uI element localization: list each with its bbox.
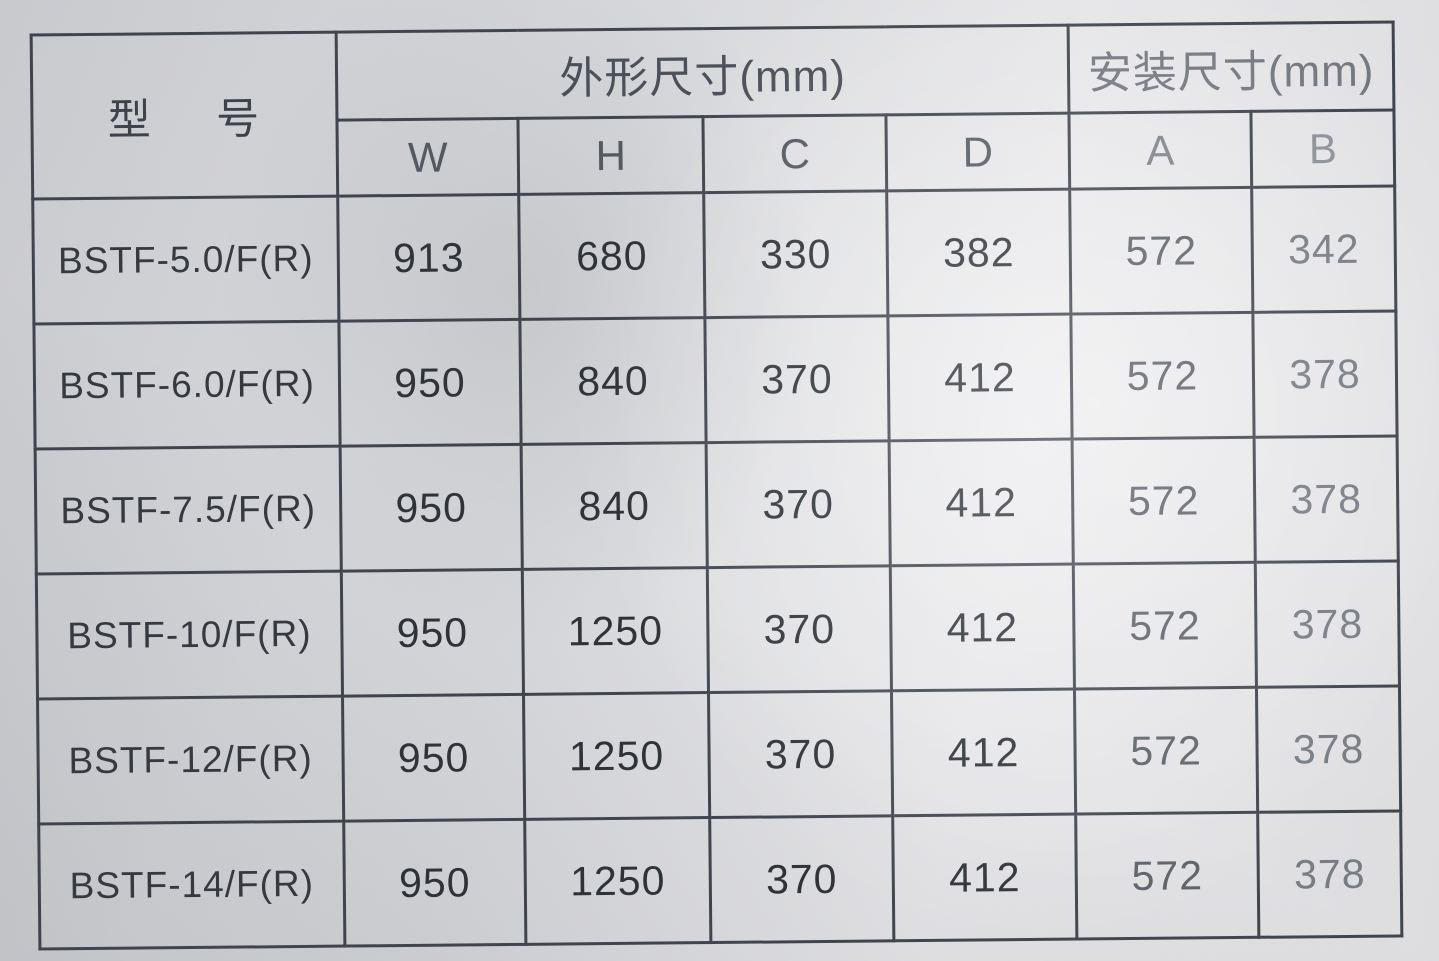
- table-row: BSTF-6.0/F(R) 950 840 370 412 572 378: [33, 310, 1398, 450]
- model-cell: BSTF-7.5/F(R): [35, 446, 342, 575]
- value-cell-b: 342: [1251, 185, 1396, 313]
- table-row: BSTF-14/F(R) 950 1250 370 412 572 378: [38, 810, 1402, 950]
- value-cell-c: 370: [708, 690, 893, 818]
- value-cell-d: 412: [891, 689, 1076, 816]
- value-cell-d: 412: [889, 439, 1074, 566]
- dimension-spec-table-photo: 型 号 外形尺寸(mm) 安装尺寸(mm) W H C D A B BSTF-5…: [30, 20, 1404, 950]
- value-cell-a: 572: [1072, 437, 1256, 565]
- model-cell: BSTF-14/F(R): [38, 821, 345, 950]
- header-outline-dimensions: 外形尺寸(mm): [336, 25, 1069, 121]
- value-cell-w: 950: [340, 444, 523, 572]
- value-cell-b: 378: [1257, 810, 1402, 938]
- value-cell-h: 1250: [524, 817, 711, 945]
- model-cell: BSTF-10/F(R): [36, 571, 343, 700]
- value-cell-c: 370: [709, 815, 894, 943]
- table-header-group-row: 型 号 外形尺寸(mm) 安装尺寸(mm): [31, 21, 1394, 200]
- value-cell-d: 412: [887, 314, 1073, 441]
- value-cell-w: 950: [338, 319, 522, 447]
- value-cell-h: 680: [518, 192, 705, 320]
- value-cell-c: 370: [706, 440, 891, 568]
- header-model: 型 号: [31, 32, 338, 200]
- value-cell-b: 378: [1254, 435, 1399, 563]
- table-row: BSTF-10/F(R) 950 1250 370 412 572 378: [36, 560, 1400, 700]
- value-cell-w: 913: [337, 194, 520, 322]
- value-cell-w: 950: [342, 694, 525, 822]
- spec-table: 型 号 外形尺寸(mm) 安装尺寸(mm) W H C D A B BSTF-5…: [30, 20, 1404, 950]
- subheader-b: B: [1250, 109, 1395, 188]
- value-cell-a: 572: [1074, 687, 1258, 815]
- value-cell-b: 378: [1255, 560, 1400, 688]
- table-row: BSTF-12/F(R) 950 1250 370 412 572 378: [37, 685, 1401, 825]
- value-cell-h: 1250: [522, 567, 709, 695]
- subheader-c: C: [702, 114, 887, 193]
- header-installation-dimensions: 安装尺寸(mm): [1068, 21, 1394, 114]
- table-row: BSTF-5.0/F(R) 913 680 330 382 572 342: [32, 185, 1396, 325]
- model-cell: BSTF-5.0/F(R): [32, 196, 339, 325]
- value-cell-h: 840: [521, 442, 708, 570]
- value-cell-a: 572: [1075, 812, 1259, 940]
- subheader-h: H: [517, 116, 704, 195]
- value-cell-b: 378: [1256, 685, 1401, 813]
- value-cell-h: 840: [519, 317, 707, 445]
- value-cell-b: 378: [1252, 310, 1398, 438]
- value-cell-c: 370: [704, 315, 890, 443]
- value-cell-a: 572: [1073, 562, 1257, 690]
- subheader-w: W: [336, 118, 519, 197]
- model-cell: BSTF-12/F(R): [37, 696, 344, 825]
- subheader-a: A: [1068, 111, 1252, 190]
- value-cell-c: 370: [707, 565, 892, 693]
- value-cell-d: 382: [886, 189, 1071, 316]
- value-cell-w: 950: [341, 569, 524, 697]
- value-cell-d: 412: [890, 564, 1075, 691]
- value-cell-h: 1250: [523, 692, 710, 820]
- model-cell: BSTF-6.0/F(R): [33, 321, 341, 450]
- value-cell-d: 412: [892, 814, 1077, 941]
- table-row: BSTF-7.5/F(R) 950 840 370 412 572 378: [35, 435, 1399, 575]
- value-cell-w: 950: [343, 819, 526, 947]
- value-cell-a: 572: [1069, 187, 1253, 315]
- value-cell-c: 330: [703, 190, 888, 318]
- subheader-d: D: [885, 113, 1070, 191]
- value-cell-a: 572: [1070, 312, 1255, 440]
